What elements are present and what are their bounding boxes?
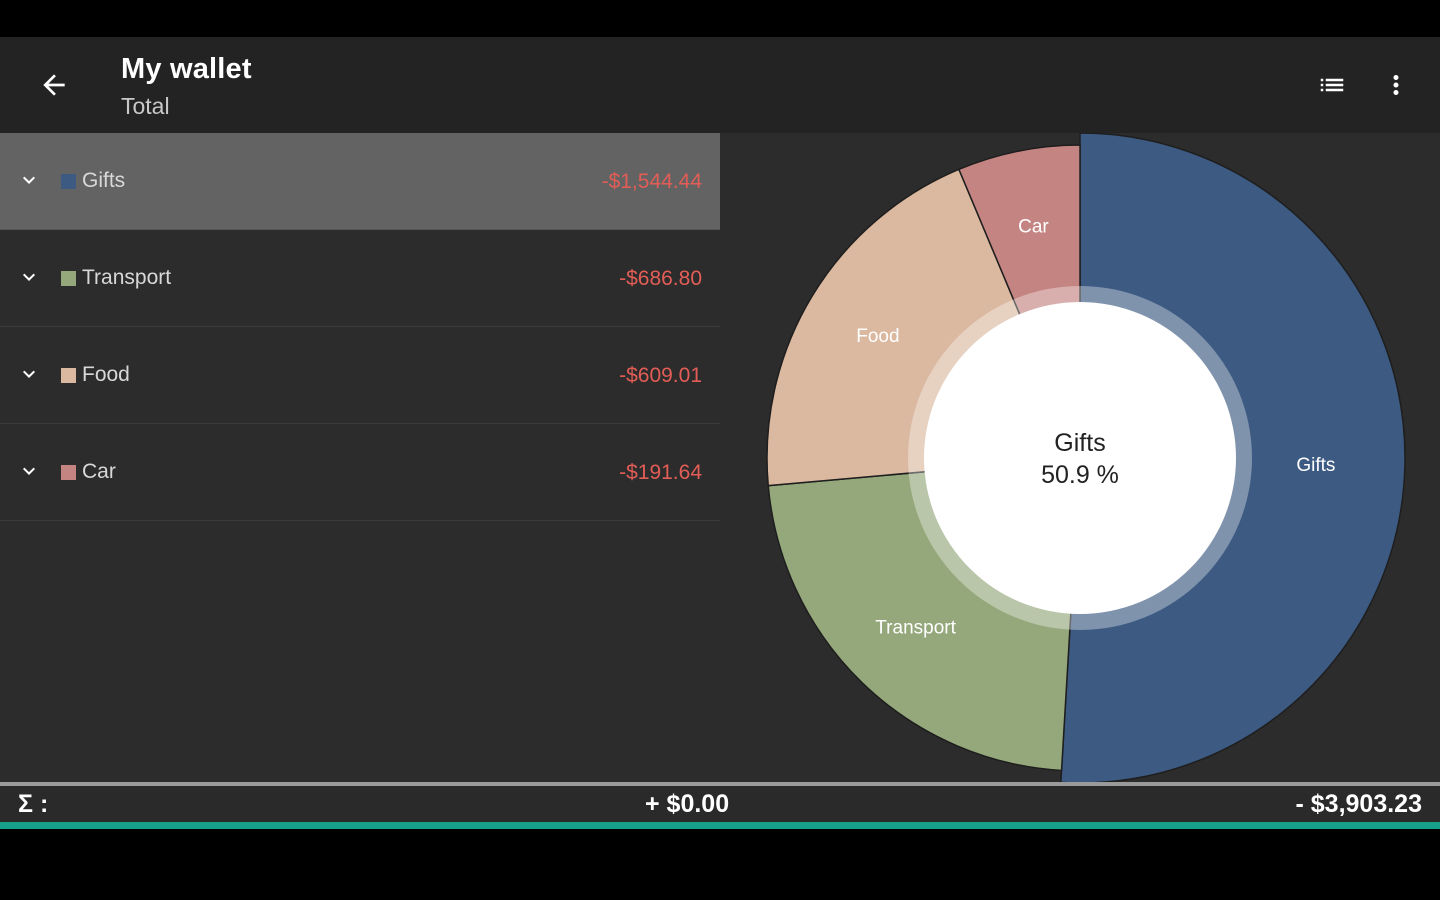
totals-footer: Σ : + $0.00 - $3,903.23: [0, 786, 1440, 822]
status-bar: [0, 0, 1440, 37]
list-view-button[interactable]: [1308, 67, 1356, 103]
pie-slice-label: Gifts: [1296, 455, 1335, 476]
donut-chart-svg[interactable]: Gifts Transport Food Car Gifts 50.9 %: [720, 133, 1440, 782]
category-list: Gifts -$1,544.44 Transport -$686.80 Food…: [0, 133, 720, 782]
category-color-swatch: [61, 368, 76, 383]
chevron-down-icon[interactable]: [16, 167, 42, 193]
total-income: + $0.00: [645, 790, 730, 818]
center-label: Gifts: [1054, 429, 1105, 457]
center-hole[interactable]: [924, 302, 1236, 614]
category-name: Gifts: [82, 169, 126, 192]
more-options-button[interactable]: [1376, 63, 1416, 107]
category-color-swatch: [61, 465, 76, 480]
center-value: 50.9 %: [1041, 461, 1119, 489]
page-title: My wallet: [121, 53, 252, 85]
accent-bar: [0, 822, 1440, 829]
app-bar: My wallet Total: [0, 37, 1440, 133]
list-view-icon: [1320, 78, 1344, 92]
pie-slice-label: Car: [1018, 217, 1049, 238]
donut-chart[interactable]: Gifts Transport Food Car Gifts 50.9 %: [720, 133, 1440, 782]
category-color-swatch: [61, 271, 76, 286]
category-amount: -$686.80: [619, 267, 702, 290]
page-subtitle: Total: [121, 93, 170, 119]
category-name: Car: [82, 460, 116, 483]
back-button[interactable]: [22, 63, 86, 107]
category-row-gifts[interactable]: Gifts -$1,544.44: [0, 133, 720, 230]
category-row-transport[interactable]: Transport -$686.80: [0, 230, 720, 327]
chevron-down-icon[interactable]: [16, 458, 42, 484]
navigation-bar: [0, 829, 1440, 900]
total-expense: - $3,903.23: [1295, 790, 1423, 818]
main-content: Gifts -$1,544.44 Transport -$686.80 Food…: [0, 133, 1440, 782]
category-color-swatch: [61, 174, 76, 189]
more-vert-icon: [1393, 75, 1399, 95]
category-name: Food: [82, 363, 130, 386]
pie-slice-label: Food: [856, 326, 899, 347]
category-amount: -$1,544.44: [601, 170, 702, 193]
category-name: Transport: [82, 266, 172, 289]
chevron-down-icon[interactable]: [16, 361, 42, 387]
category-row-car[interactable]: Car -$191.64: [0, 424, 720, 521]
footer-divider: [0, 782, 1440, 786]
category-amount: -$191.64: [619, 461, 702, 484]
back-arrow-icon: [43, 74, 65, 96]
chevron-down-icon[interactable]: [16, 264, 42, 290]
sigma-label: Σ :: [18, 790, 49, 818]
pie-slice-label: Transport: [875, 617, 956, 638]
category-amount: -$609.01: [619, 364, 702, 387]
category-row-food[interactable]: Food -$609.01: [0, 327, 720, 424]
